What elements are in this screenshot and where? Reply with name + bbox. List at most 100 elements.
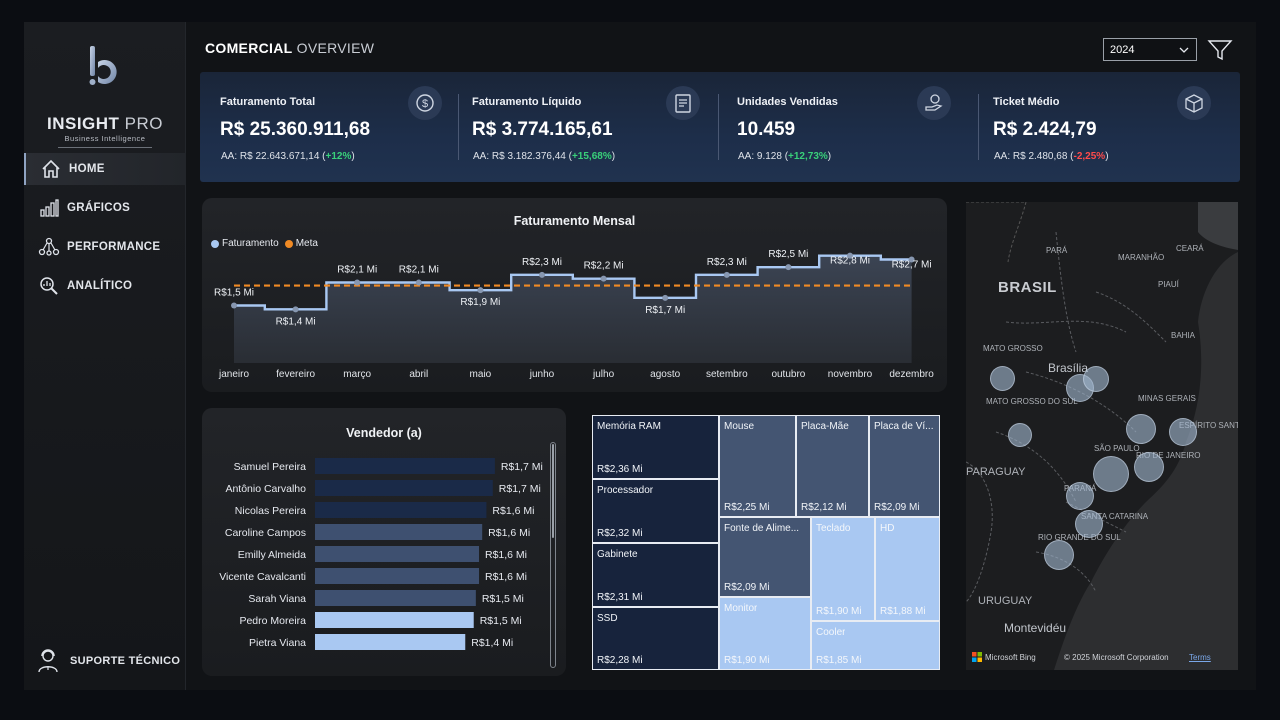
treemap-tile[interactable]: Monitor R$1,90 Mi	[719, 597, 811, 670]
bar[interactable]	[315, 480, 493, 496]
dollar-cycle-icon: $	[408, 86, 442, 120]
treemap-tile[interactable]: Teclado R$1,90 Mi	[811, 517, 875, 621]
nav-item-analitico[interactable]: ANALÍTICO	[24, 270, 186, 302]
bar-category-label: Pietra Viana	[249, 637, 306, 649]
treemap-tile-value: R$2,09 Mi	[724, 582, 770, 593]
treemap-tile-label: Placa-Mãe	[801, 421, 849, 432]
nav-item-home[interactable]: HOME	[24, 153, 186, 185]
faturamento-data-label: R$2,5 Mi	[768, 249, 808, 260]
bar-category-label: Caroline Campos	[225, 527, 306, 539]
map-bubble[interactable]	[1093, 456, 1129, 492]
bar-category-label: Vicente Cavalcanti	[219, 571, 306, 583]
nav-item-label: HOME	[69, 163, 105, 175]
treemap-tile-label: Monitor	[724, 603, 758, 614]
faturamento-point[interactable]	[477, 287, 484, 294]
treemap-tile[interactable]: Mouse R$2,25 Mi	[719, 415, 796, 517]
map-provider: Microsoft Bing	[985, 653, 1036, 662]
faturamento-point[interactable]	[662, 294, 669, 301]
bar-value-label: R$1,7 Mi	[501, 461, 543, 473]
bar[interactable]	[315, 524, 483, 540]
map-bubble[interactable]	[1008, 423, 1032, 447]
treemap-tile[interactable]: Memória RAM R$2,36 Mi	[592, 415, 719, 479]
x-tick-label: novembro	[828, 369, 873, 380]
bar-category-label: Sarah Viana	[248, 593, 306, 605]
bar[interactable]	[315, 612, 474, 628]
map-label-state: ESPÍRITO SANTO	[1179, 421, 1238, 430]
nav-item-performance[interactable]: PERFORMANCE	[24, 231, 186, 263]
brand-divider	[58, 147, 152, 148]
legend-item-meta[interactable]: Meta	[284, 238, 318, 249]
treemap-tile[interactable]: Cooler R$1,85 Mi	[811, 621, 940, 670]
faturamento-point[interactable]	[354, 279, 361, 286]
bar[interactable]	[315, 568, 480, 584]
map-bubble[interactable]	[1126, 414, 1156, 444]
faturamento-point[interactable]	[785, 264, 792, 271]
map-label-state: MATO GROSSO DO SUL	[986, 397, 1078, 406]
treemap-tile[interactable]: HD R$1,88 Mi	[875, 517, 940, 621]
faturamento-point[interactable]	[539, 271, 545, 278]
invoice-icon	[666, 86, 700, 120]
treemap-tile[interactable]: Gabinete R$2,31 Mi	[592, 543, 719, 607]
filter-icon[interactable]	[1207, 37, 1233, 63]
faturamento-point[interactable]	[600, 275, 607, 282]
bar[interactable]	[315, 590, 476, 606]
map-bubble[interactable]	[1075, 510, 1103, 538]
map-bubble[interactable]	[1044, 540, 1074, 570]
map-label-state: PIAUÍ	[1158, 280, 1179, 289]
treemap-tile[interactable]: Fonte de Alime... R$2,09 Mi	[719, 517, 811, 597]
bar[interactable]	[315, 546, 480, 562]
faturamento-data-label: R$1,9 Mi	[460, 297, 500, 308]
treemap-tile-label: Teclado	[816, 523, 851, 534]
sales-map[interactable]: BRASIL PARÁ MARANHÃO CEARÁ PIAUÍ BAHIA M…	[966, 202, 1238, 670]
bar-value-label: R$1,6 Mi	[485, 571, 527, 583]
nav-item-label: ANALÍTICO	[67, 280, 133, 292]
bar[interactable]	[315, 634, 466, 650]
brand-name: INSIGHT PRO	[46, 114, 163, 133]
bar[interactable]	[315, 502, 487, 518]
treemap-tile[interactable]: Processador R$2,32 Mi	[592, 479, 719, 543]
treemap-tile-value: R$2,09 Mi	[874, 502, 920, 513]
faturamento-point[interactable]	[231, 302, 237, 309]
treemap-tile-label: Processador	[597, 485, 654, 496]
support-button[interactable]: SUPORTE TÉCNICO	[36, 648, 180, 674]
vendedor-card: Vendedor (a) Samuel Pereira R$1,7 Mi Antôn…	[202, 408, 566, 676]
treemap-tile[interactable]: SSD R$2,28 Mi	[592, 607, 719, 670]
map-label-state: MINAS GERAIS	[1138, 394, 1196, 403]
map-bubble[interactable]	[1083, 366, 1109, 392]
map-bubble[interactable]	[990, 366, 1015, 391]
treemap-tile-value: R$2,12 Mi	[801, 502, 847, 513]
faturamento-point[interactable]	[908, 256, 915, 263]
kpi-divider	[718, 94, 719, 160]
faturamento-point[interactable]	[292, 306, 299, 313]
year-select-value: 2024	[1110, 43, 1135, 56]
map-label-country: BRASIL	[998, 279, 1057, 296]
faturamento-point[interactable]	[415, 279, 422, 286]
bar-category-label: Samuel Pereira	[234, 461, 307, 473]
kpi-divider	[978, 94, 979, 160]
faturamento-mensal-card: Faturamento Mensal Faturamento Meta R$1,…	[202, 198, 947, 392]
scrollbar-thumb[interactable]	[552, 444, 554, 538]
hand-money-icon	[917, 86, 951, 120]
legend-item-faturamento[interactable]: Faturamento	[211, 238, 279, 249]
kpi-value: R$ 3.774.165,61	[472, 119, 613, 140]
year-select[interactable]: 2024	[1103, 38, 1197, 61]
treemap-produtos: Memória RAM R$2,36 Mi Processador R$2,32 Mi…	[592, 415, 940, 670]
bar-value-label: R$1,4 Mi	[471, 637, 513, 649]
treemap-tile[interactable]: Placa-Mãe R$2,12 Mi	[796, 415, 869, 517]
nav-item-label: GRÁFICOS	[67, 202, 131, 214]
x-tick-label: março	[343, 369, 371, 380]
faturamento-point[interactable]	[723, 271, 730, 278]
bar-chart-scrollbar[interactable]	[550, 442, 556, 668]
bar[interactable]	[315, 458, 495, 474]
faturamento-point[interactable]	[847, 252, 853, 259]
map-bubble[interactable]	[1066, 482, 1094, 510]
map-bubble[interactable]	[1134, 452, 1164, 482]
bar-value-label: R$1,7 Mi	[499, 483, 541, 495]
nav-item-graficos[interactable]: GRÁFICOS	[24, 192, 186, 224]
map-terms-link[interactable]: Terms	[1189, 653, 1211, 662]
kpi-unidades-vendidas: Unidades Vendidas 10.459 AA: 9.128 (+12,…	[737, 72, 977, 182]
treemap-tile[interactable]: Placa de Ví... R$2,09 Mi	[869, 415, 940, 517]
bar-value-label: R$1,6 Mi	[485, 549, 527, 561]
kpi-title: Faturamento Total	[220, 96, 316, 108]
map-bubble[interactable]	[1169, 418, 1197, 446]
